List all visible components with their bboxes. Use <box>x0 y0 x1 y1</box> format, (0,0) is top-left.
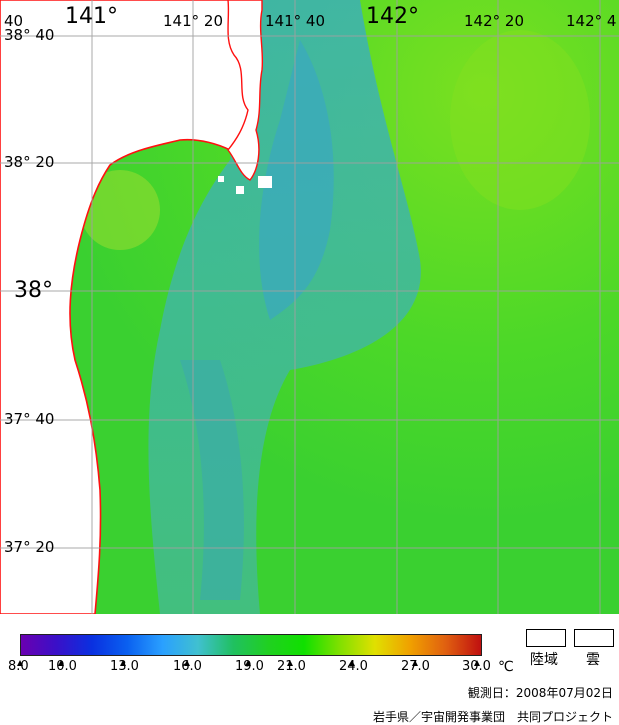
land-label: 陸域 <box>530 652 558 668</box>
lat-label-38: 38° <box>14 278 53 303</box>
tick-mark <box>245 660 251 666</box>
lon-label-141-20: 141° 20 <box>163 12 223 30</box>
sea-surface-temperature-map: 40 141° 141° 20 141° 40 142° 142° 20 142… <box>0 0 619 614</box>
warm-eddy <box>450 30 590 210</box>
tick-mark <box>412 660 418 666</box>
cloud-speck <box>236 186 244 194</box>
tick-label-27: 27.0 <box>401 659 430 674</box>
tick-label-19: 19.0 <box>235 659 264 674</box>
graticule <box>0 0 619 614</box>
tick-mark <box>349 660 355 666</box>
tick-label-30: 30.0 <box>462 659 491 674</box>
tick-label-21: 21.0 <box>277 659 306 674</box>
tick-mark <box>17 660 23 666</box>
tick-mark <box>474 660 480 666</box>
observation-date: 観測日：2008年07月02日 <box>467 686 613 700</box>
lat-label-38-20: 38° 20 <box>4 153 55 171</box>
tick-mark <box>184 660 190 666</box>
lon-label-141-40: 141° 40 <box>265 12 325 30</box>
tick-label-24: 24.0 <box>339 659 368 674</box>
lon-label-142-20: 142° 20 <box>464 12 524 30</box>
tick-label-16: 16.0 <box>173 659 202 674</box>
lon-label-142: 142° <box>366 4 419 29</box>
map-canvas <box>0 0 619 614</box>
cloud-swatch <box>574 629 614 647</box>
tick-label-8: 8.0 <box>8 659 29 674</box>
tick-mark <box>58 660 64 666</box>
cloud-label: 雲 <box>586 652 600 668</box>
tick-mark <box>120 660 126 666</box>
lat-label-38-40: 38° 40 <box>4 26 55 44</box>
lon-label-edge: 40 <box>4 12 24 30</box>
credit-line: 岩手県／宇宙開発事業団 共同プロジェクト <box>372 710 613 724</box>
tick-label-10: 10.0 <box>48 659 77 674</box>
cool-water-core <box>259 40 334 320</box>
tick-label-13: 13.0 <box>110 659 139 674</box>
lon-label-141: 141° <box>65 4 118 29</box>
warm-coastal-patch <box>80 170 160 250</box>
land-peninsula <box>227 0 264 181</box>
temperature-colorbar <box>20 634 482 656</box>
legend-panel: 8.0 10.0 13.0 16.0 19.0 21.0 24.0 27.0 3… <box>0 614 619 725</box>
lat-label-37-40: 37° 40 <box>4 410 55 428</box>
unit-label: ℃ <box>498 659 514 675</box>
cloud-speck <box>218 176 224 182</box>
lat-label-37-20: 37° 20 <box>4 538 55 556</box>
lon-label-142-40: 142° 4 <box>566 12 617 30</box>
cloud-speck <box>258 176 272 188</box>
tick-mark <box>287 660 293 666</box>
land-swatch <box>526 629 566 647</box>
